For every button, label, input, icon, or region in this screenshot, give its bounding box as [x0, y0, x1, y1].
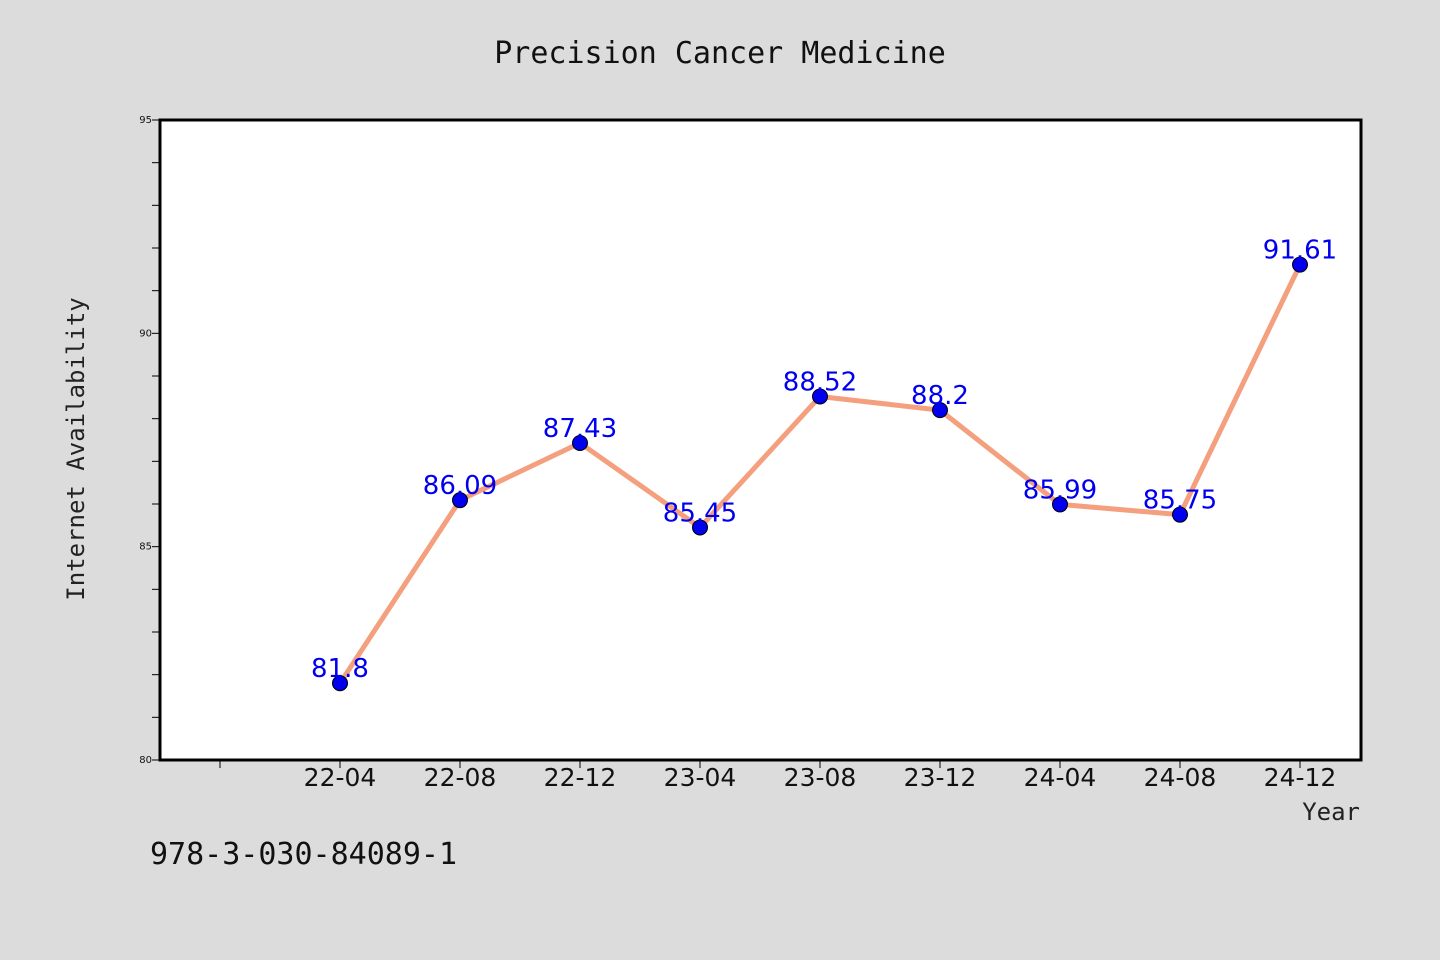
x-tick-label: 23-12	[904, 763, 977, 792]
data-label: 81.8	[311, 654, 369, 684]
x-tick-label: 23-04	[664, 763, 737, 792]
y-tick-label: 80	[139, 755, 152, 766]
data-label: 85.45	[663, 498, 737, 528]
data-point	[452, 492, 468, 509]
data-label: 88.52	[783, 367, 857, 397]
y-tick-label: 90	[139, 328, 152, 339]
x-tick-label: 24-04	[1024, 763, 1097, 792]
data-point	[1292, 256, 1308, 273]
footer-identifier: 978-3-030-84089-1	[150, 837, 457, 872]
data-point	[332, 675, 348, 692]
data-label: 85.75	[1143, 486, 1217, 516]
series-markers	[332, 256, 1308, 692]
data-point	[932, 402, 948, 419]
chart-title: Precision Cancer Medicine	[494, 36, 946, 71]
x-tick-label: 22-12	[544, 763, 617, 792]
x-tick-label: 24-12	[1264, 763, 1337, 792]
data-label: 85.99	[1023, 475, 1097, 505]
x-axis-label: Year	[1302, 798, 1360, 826]
data-point	[572, 434, 588, 451]
data-point	[812, 388, 828, 405]
y-axis: 80 85 90 95	[139, 115, 160, 766]
data-point	[1052, 496, 1068, 513]
y-axis-label: Internet Availability	[62, 297, 90, 600]
data-label: 87.43	[543, 414, 617, 444]
data-label: 91.61	[1263, 236, 1337, 266]
y-tick-label: 85	[139, 542, 152, 553]
x-tick-label: 24-08	[1144, 763, 1217, 792]
data-point	[1172, 506, 1188, 523]
data-labels: 81.8 86.09 87.43 85.45 88.52 88.2 85.99 85.75 91…	[311, 236, 1337, 685]
data-label: 88.2	[911, 381, 969, 411]
y-tick-label: 95	[139, 115, 152, 126]
x-tick-label: 22-04	[304, 763, 377, 792]
x-axis: 22-04 22-08 22-12 23-04 23-08 23-12 24-04 24-08…	[219, 760, 1337, 792]
x-tick-label: 23-08	[784, 763, 857, 792]
data-label: 86.09	[423, 471, 497, 501]
data-point	[692, 519, 708, 536]
x-tick-label: 22-08	[424, 763, 497, 792]
